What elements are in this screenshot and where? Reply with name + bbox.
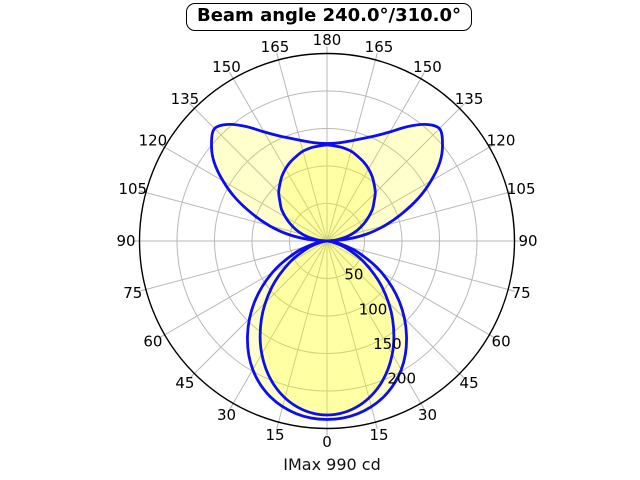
polar-grid-spoke: [326, 108, 460, 242]
angle-tick-label: 165: [261, 38, 290, 56]
polar-tick-mark: [189, 373, 195, 379]
angle-tick-label: 60: [143, 333, 162, 351]
beam-curve-curve_narrow: [258, 143, 396, 417]
polar-tick-mark: [420, 403, 425, 410]
angle-tick-label: 165: [365, 38, 394, 56]
angle-tick-label: 105: [507, 180, 536, 198]
polar-grid-spoke: [145, 240, 328, 290]
beam-fill-curve_narrow: [260, 145, 394, 415]
angle-tick-label: 150: [212, 58, 241, 76]
polar-outer-circle-layer: [138, 52, 516, 430]
polar-grid-spoke: [326, 146, 490, 242]
angle-tick-label: 135: [455, 90, 484, 108]
polar-tick-mark: [507, 288, 516, 292]
polar-tick-mark: [276, 52, 280, 61]
angle-tick-label: 30: [217, 406, 236, 424]
beam-curves: [210, 122, 444, 421]
angle-tick-label: 15: [265, 426, 284, 444]
radius-tick-label: 150: [373, 335, 402, 353]
polar-grid-spoke: [164, 146, 328, 242]
polar-outer-circle: [138, 52, 516, 430]
polar-tick-mark: [374, 52, 378, 61]
beam-fills: [211, 124, 443, 420]
angle-tick-label: 105: [118, 180, 147, 198]
angle-tick-label: 45: [460, 374, 479, 392]
polar-grid-spoke: [326, 192, 509, 242]
polar-tick-mark: [229, 72, 234, 79]
angle-tick-label: 75: [123, 284, 142, 302]
polar-tick-mark: [158, 143, 165, 148]
chart-title: Beam angle 240.0°/310.0°: [185, 3, 473, 31]
polar-tick-mark: [507, 190, 516, 194]
radius-tick-label: 200: [387, 370, 416, 388]
angle-tick-label: 30: [418, 406, 437, 424]
polar-tick-mark: [489, 143, 496, 148]
beam-curve-curve_wide: [210, 122, 444, 421]
polar-grid-spoke: [194, 108, 328, 242]
polar-tick-mark: [189, 103, 195, 109]
polar-grid-spoke: [232, 240, 328, 404]
polar-tick-mark: [459, 373, 465, 379]
imax-label: IMax 990 cd: [283, 455, 381, 474]
polar-grid-spoke: [164, 240, 328, 336]
polar-grid-spoke: [326, 240, 376, 423]
polar-grid-spoke: [326, 240, 422, 404]
radius-tick-label: 100: [359, 300, 388, 318]
polar-tick-mark: [138, 288, 147, 292]
polar-grid-spoke: [326, 240, 460, 374]
angle-tick-label: 135: [171, 90, 200, 108]
angle-tick-label: 120: [139, 132, 168, 150]
angle-tick-label: 180: [313, 31, 342, 49]
angle-tick-label: 15: [369, 426, 388, 444]
polar-grid-spoke: [278, 240, 328, 423]
axis-labels: 0 15 15 30 30 45 45 60 60 75 75 90 90 105 105 120 120 135…: [116, 31, 537, 451]
polar-tick-mark: [276, 421, 280, 430]
polar-grid-spoke: [326, 240, 490, 336]
angle-tick-label: 0: [322, 433, 332, 451]
angle-tick-label: 90: [518, 232, 537, 250]
beam-fill-curve_wide: [211, 124, 443, 420]
polar-tick-mark: [138, 190, 147, 194]
polar-grid-spoke: [232, 78, 328, 242]
angle-tick-label: 45: [175, 374, 194, 392]
polar-grid: [132, 46, 522, 436]
polar-tick-mark: [229, 403, 234, 410]
angle-tick-label: 150: [413, 58, 442, 76]
angle-tick-label: 90: [116, 232, 135, 250]
polar-grid-spoke: [194, 240, 328, 374]
polar-grid-spoke: [326, 240, 509, 290]
angle-tick-label: 120: [487, 132, 516, 150]
polar-tick-mark: [374, 421, 378, 430]
radius-tick-label: 50: [344, 266, 363, 284]
polar-grid-spoke: [326, 78, 422, 242]
polar-tick-mark: [489, 334, 496, 339]
polar-tick-mark: [459, 103, 465, 109]
polar-grid-spoke: [145, 192, 328, 242]
angle-tick-label: 75: [512, 284, 531, 302]
angle-tick-label: 60: [492, 333, 511, 351]
polar-tick-mark: [420, 72, 425, 79]
polar-tick-mark: [158, 334, 165, 339]
